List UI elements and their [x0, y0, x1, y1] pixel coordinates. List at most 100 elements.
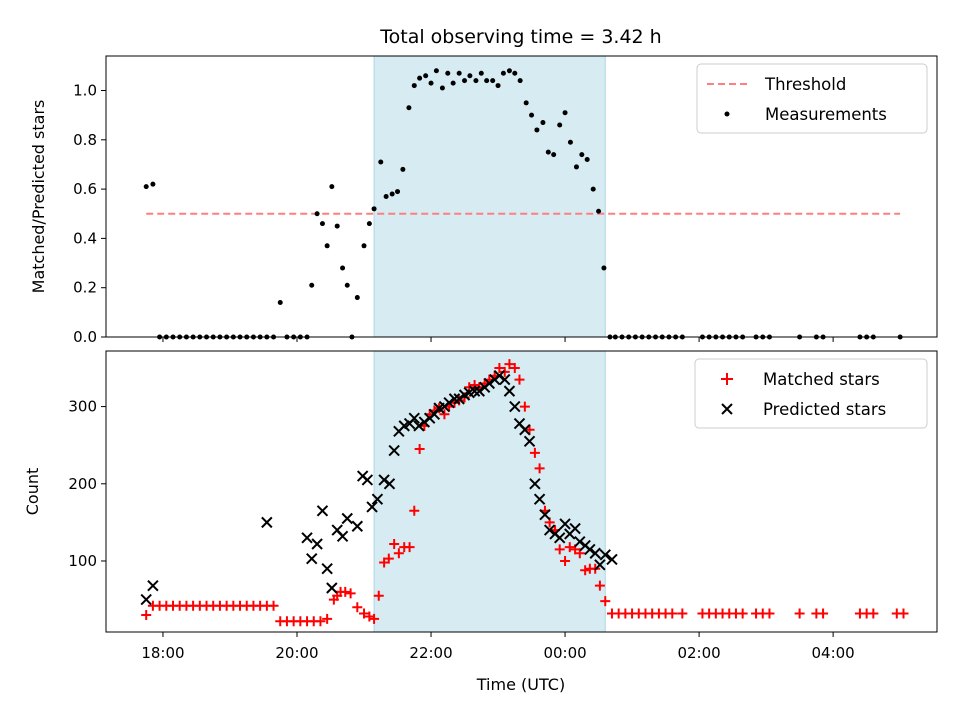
- predicted-point: [140, 593, 152, 606]
- matched-point: [737, 608, 748, 619]
- x-tick-label: 22:00: [409, 644, 452, 662]
- predicted-point: [584, 543, 596, 556]
- predicted-point: [519, 424, 531, 436]
- matched-point: [529, 447, 540, 458]
- matched-point: [383, 553, 394, 564]
- count-legend: Matched stars Predicted stars: [694, 358, 928, 429]
- measurement-point: [540, 120, 546, 126]
- predicted-point: [147, 579, 159, 592]
- measurement-point: [584, 157, 590, 163]
- count-y-tick-label: 300: [68, 398, 97, 416]
- measurement-point: [277, 299, 283, 305]
- measurement-point: [456, 70, 462, 76]
- x-tick-label: 00:00: [543, 644, 586, 662]
- predicted-point: [574, 535, 586, 548]
- matched-point: [677, 608, 688, 619]
- measurement-point: [490, 78, 496, 84]
- count-observing-window: [373, 350, 606, 633]
- measurement-point: [551, 152, 557, 158]
- ratio-ticks-layer: 0.0 0.2 0.4 0.6 0.8 1.0: [73, 82, 834, 346]
- legend-predicted-label: Predicted stars: [763, 400, 886, 419]
- measurement-point: [378, 159, 384, 165]
- predicted-point: [311, 538, 323, 550]
- count-series-layer: [140, 359, 909, 627]
- matched-point: [268, 600, 279, 611]
- matched-point: [352, 602, 363, 613]
- predicted-point: [378, 474, 390, 486]
- measurement-point: [309, 282, 315, 288]
- measurement-point: [545, 149, 551, 155]
- predicted-point: [388, 444, 400, 457]
- predicted-point: [529, 478, 541, 490]
- measurement-point: [450, 80, 456, 86]
- predicted-point: [569, 522, 581, 535]
- matched-point: [322, 613, 333, 624]
- measurement-point: [334, 223, 340, 229]
- matched-point: [898, 608, 909, 619]
- measurement-point: [344, 282, 350, 288]
- predicted-point: [351, 520, 364, 532]
- predicted-point: [594, 559, 606, 571]
- ratio-y-tick-label: 0.0: [73, 328, 97, 346]
- matched-point: [404, 542, 415, 553]
- predicted-point: [321, 562, 333, 575]
- matched-point: [764, 608, 775, 619]
- measurement-point: [478, 70, 484, 76]
- ratio-legend-box: [696, 63, 928, 134]
- x-tick-label: 04:00: [812, 644, 855, 662]
- predicted-point: [559, 518, 571, 530]
- predicted-point: [428, 408, 441, 421]
- matched-point: [818, 608, 829, 619]
- predicted-point: [606, 553, 618, 566]
- measurement-point: [143, 184, 149, 190]
- predicted-point: [326, 582, 338, 594]
- ratio-y-tick-label: 0.2: [73, 279, 97, 297]
- predicted-point: [589, 547, 601, 559]
- predicted-point: [366, 501, 378, 513]
- matched-point: [594, 580, 605, 591]
- measurement-point: [445, 70, 451, 76]
- measurement-point: [517, 78, 523, 84]
- predicted-point: [443, 397, 455, 409]
- measurement-point: [573, 164, 579, 170]
- predicted-point: [539, 508, 551, 521]
- matched-point: [534, 463, 545, 474]
- measurement-point: [523, 100, 529, 106]
- matched-point: [564, 542, 575, 553]
- predicted-point: [453, 393, 465, 405]
- legend-predicted-swatch: [721, 403, 733, 415]
- measurement-point: [590, 186, 596, 192]
- predicted-point: [448, 393, 461, 405]
- measurement-point: [433, 68, 439, 74]
- measurement-point: [383, 194, 389, 199]
- measurement-point: [506, 68, 512, 74]
- ratio-legend: Threshold Measurements: [696, 63, 928, 134]
- matched-point: [369, 613, 380, 624]
- matched-point: [364, 611, 375, 622]
- measurement-point: [366, 221, 372, 227]
- measurement-point: [329, 184, 335, 190]
- matched-point: [345, 588, 356, 599]
- matched-point: [409, 505, 420, 516]
- matched-point: [794, 608, 805, 619]
- predicted-point: [336, 530, 349, 542]
- legend-matched-swatch: [721, 373, 733, 385]
- matched-point: [439, 409, 450, 420]
- measurement-point: [319, 221, 325, 227]
- ratio-observing-window: [373, 55, 606, 338]
- matched-point: [315, 616, 326, 627]
- measurement-point: [361, 243, 367, 249]
- measurement-point: [500, 70, 506, 76]
- predicted-point: [503, 385, 516, 397]
- figure-title: Total observing time = 3.42 h: [379, 26, 661, 48]
- measurement-point: [562, 110, 568, 116]
- predicted-point: [371, 493, 384, 505]
- legend-measurements-label: Measurements: [765, 105, 887, 124]
- ratio-y-tick-label: 1.0: [73, 82, 97, 100]
- measurement-point: [495, 83, 501, 89]
- matched-point: [519, 401, 530, 412]
- predicted-point: [418, 416, 431, 428]
- matched-point: [509, 362, 520, 373]
